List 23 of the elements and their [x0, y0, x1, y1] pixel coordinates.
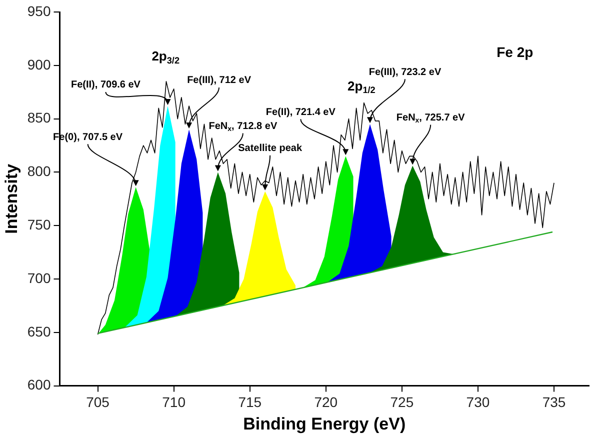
y-tick-label: 900	[27, 56, 51, 72]
x-tick-label: 730	[466, 394, 490, 410]
x-tick-label: 725	[390, 394, 414, 410]
y-tick-label: 950	[27, 2, 51, 19]
annotation: Satellite peak	[238, 143, 302, 154]
y-tick-label: 750	[27, 216, 51, 232]
x-tick-label: 720	[314, 394, 338, 410]
x-tick-label: 710	[162, 394, 186, 410]
y-tick-label: 650	[27, 323, 51, 340]
x-tick-label: 735	[542, 394, 566, 410]
y-tick-label: 700	[27, 270, 51, 286]
annotation: Fe(II), 721.4 eV	[266, 106, 336, 118]
annotation: Fe(II), 709.6 eV	[70, 80, 141, 91]
x-axis-title: Binding Energy (eV)	[243, 414, 406, 434]
annotation: Fe 2p	[496, 44, 534, 60]
annotation: Fe(III), 712 eV	[187, 75, 252, 86]
x-tick-label: 705	[86, 394, 110, 410]
annotation: Fe(III), 723.2 eV	[368, 66, 442, 78]
y-tick-label: 800	[27, 163, 51, 180]
y-axis-title: Intensity	[2, 163, 21, 234]
y-tick-label: 600	[27, 376, 51, 393]
y-tick-label: 850	[27, 110, 51, 126]
x-tick-label: 715	[238, 394, 262, 410]
